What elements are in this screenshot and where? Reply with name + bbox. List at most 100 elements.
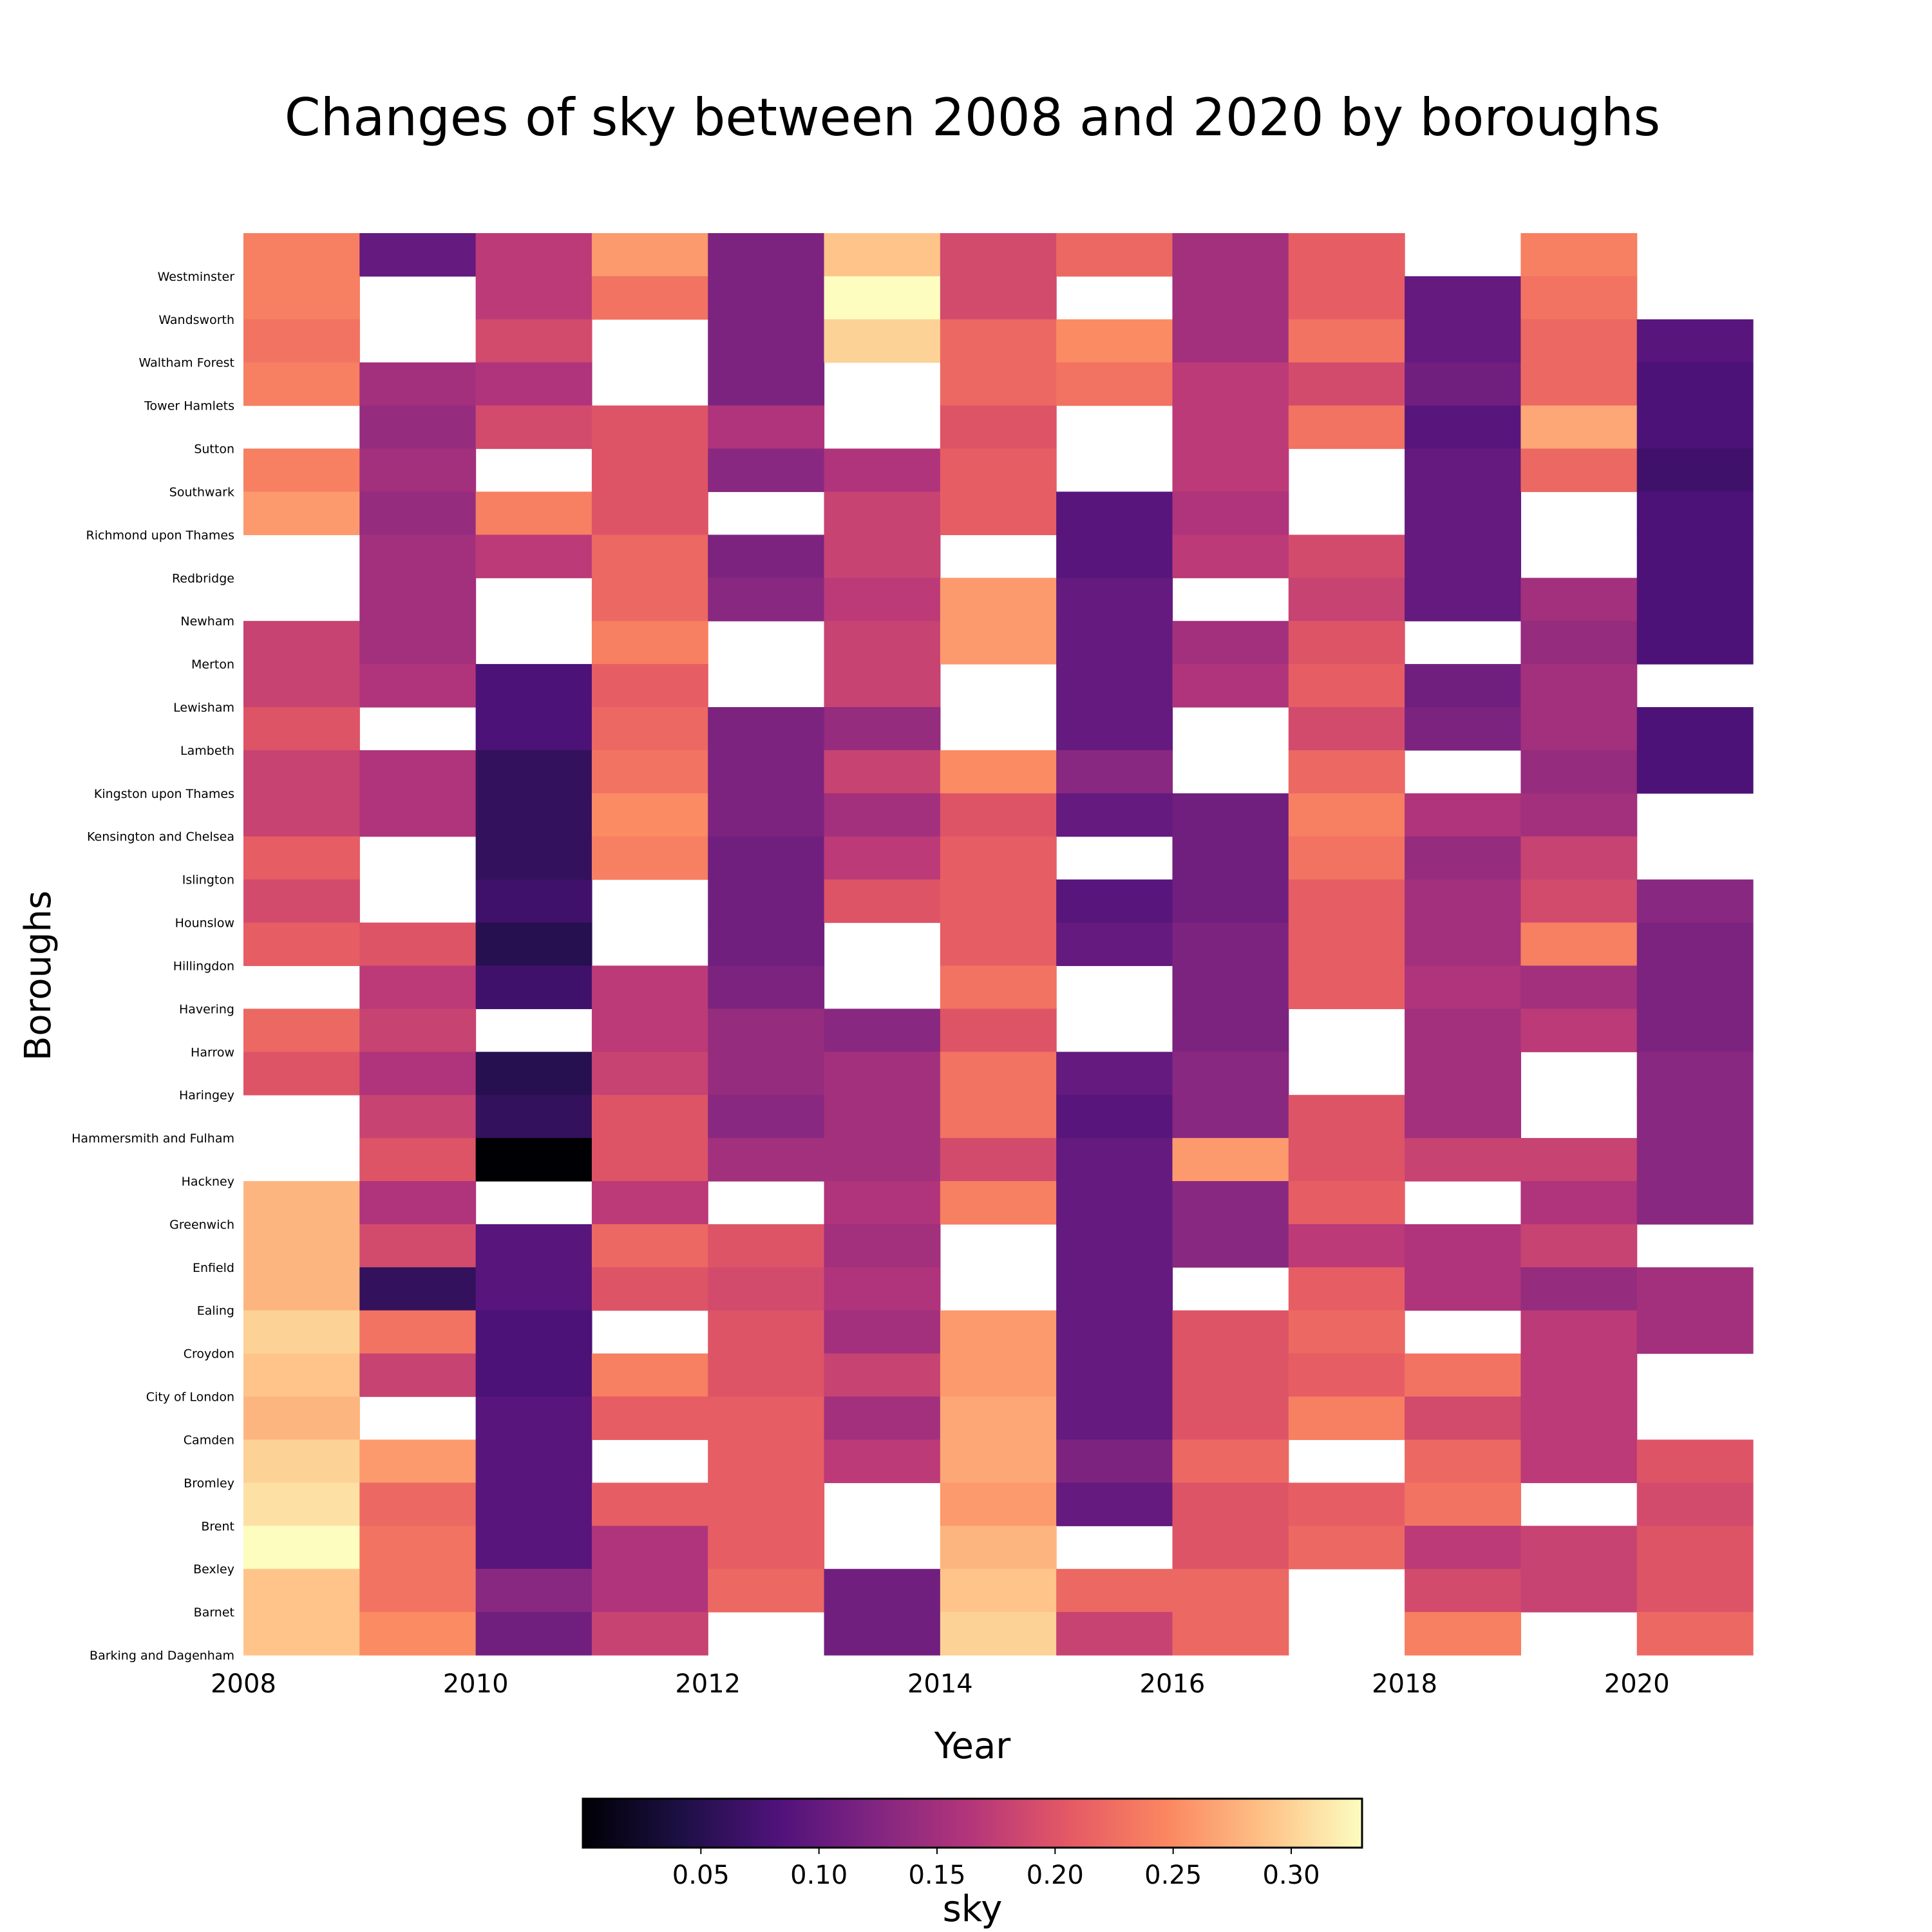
heatmap-cell bbox=[1636, 1612, 1754, 1656]
heatmap-cell bbox=[708, 1439, 825, 1483]
heatmap-cell bbox=[1056, 535, 1173, 578]
heatmap-cell bbox=[708, 922, 825, 967]
heatmap-cell bbox=[940, 362, 1057, 406]
heatmap-cell bbox=[1056, 879, 1173, 923]
heatmap-cell bbox=[940, 1396, 1057, 1441]
heatmap-cell bbox=[475, 965, 592, 1009]
heatmap-cell bbox=[1056, 922, 1173, 967]
heatmap-cell bbox=[824, 578, 941, 621]
heatmap-cell bbox=[940, 578, 1057, 621]
heatmap-cell bbox=[359, 1439, 477, 1483]
heatmap-cell bbox=[1405, 793, 1521, 837]
y-tick-label: Lambeth bbox=[180, 744, 234, 758]
heatmap-cell bbox=[824, 750, 941, 794]
heatmap-cell bbox=[1288, 750, 1405, 794]
heatmap-cell bbox=[591, 1181, 708, 1225]
y-tick-label: Hackney bbox=[182, 1175, 234, 1189]
heatmap-cell bbox=[359, 1353, 477, 1397]
heatmap-cell bbox=[243, 233, 360, 277]
colorbar-tick-label: 0.20 bbox=[1027, 1861, 1084, 1890]
heatmap-cell bbox=[243, 1052, 360, 1095]
y-tick-label: Richmond upon Thames bbox=[86, 528, 234, 542]
heatmap-cell bbox=[824, 1095, 941, 1139]
heatmap-cell bbox=[1636, 448, 1754, 493]
heatmap-cell bbox=[591, 535, 708, 578]
colorbar-tick-label: 0.05 bbox=[672, 1861, 730, 1890]
heatmap-cell bbox=[1520, 1138, 1638, 1182]
heatmap-cell bbox=[824, 879, 941, 923]
heatmap-cell bbox=[591, 1052, 708, 1095]
heatmap-cell bbox=[1056, 1439, 1173, 1483]
x-axis-label: Year bbox=[934, 1725, 1012, 1767]
heatmap-cell bbox=[1405, 879, 1521, 923]
heatmap-cell bbox=[1520, 1569, 1638, 1613]
heatmap-cell bbox=[591, 1482, 708, 1526]
heatmap-cell bbox=[1405, 276, 1521, 320]
heatmap-cell bbox=[1520, 319, 1638, 363]
heatmap-cell bbox=[1520, 1267, 1638, 1311]
heatmap-cell bbox=[1288, 664, 1405, 708]
heatmap-cell bbox=[708, 535, 825, 578]
heatmap-cell bbox=[359, 448, 477, 493]
x-tick-label: 2014 bbox=[907, 1669, 973, 1699]
heatmap-cell bbox=[475, 707, 592, 751]
heatmap-cell bbox=[940, 1569, 1057, 1613]
heatmap-cell bbox=[824, 319, 941, 363]
heatmap-cell bbox=[824, 233, 941, 277]
heatmap-cell bbox=[1172, 1095, 1289, 1139]
heatmap-cell bbox=[1056, 319, 1173, 363]
heatmap-cell bbox=[1636, 1009, 1754, 1052]
heatmap-cell bbox=[591, 1612, 708, 1656]
heatmap-cell bbox=[708, 1095, 825, 1139]
heatmap-cell bbox=[708, 233, 825, 277]
heatmap-cell bbox=[1405, 1009, 1521, 1052]
heatmap-cell bbox=[940, 1612, 1057, 1656]
heatmap-cell bbox=[1172, 448, 1289, 493]
heatmap-cell bbox=[475, 1526, 592, 1569]
x-tick-label: 2012 bbox=[675, 1669, 741, 1699]
heatmap-cell bbox=[591, 1009, 708, 1052]
heatmap-cell bbox=[359, 1181, 477, 1225]
heatmap-cell bbox=[475, 1224, 592, 1268]
heatmap-cell bbox=[243, 750, 360, 794]
y-tick-label: Kingston upon Thames bbox=[94, 787, 234, 801]
heatmap-cell bbox=[1172, 233, 1289, 277]
heatmap-cell bbox=[1520, 1353, 1638, 1397]
heatmap-cell bbox=[1056, 1353, 1173, 1397]
heatmap-cell bbox=[243, 879, 360, 923]
heatmap-cell bbox=[940, 1009, 1057, 1052]
heatmap-cell bbox=[475, 1482, 592, 1526]
heatmap-cell bbox=[359, 405, 477, 450]
heatmap-cell bbox=[475, 535, 592, 578]
heatmap-cell bbox=[475, 1267, 592, 1311]
heatmap-cell bbox=[243, 1612, 360, 1656]
heatmap-cell bbox=[591, 276, 708, 320]
heatmap-cell bbox=[1172, 1482, 1289, 1526]
heatmap-cell bbox=[940, 922, 1057, 967]
heatmap-cell bbox=[824, 1439, 941, 1483]
heatmap-cell bbox=[1636, 1138, 1754, 1182]
heatmap-cell bbox=[708, 1353, 825, 1397]
heatmap-cell bbox=[243, 491, 360, 535]
heatmap-cell bbox=[243, 707, 360, 751]
heatmap-cell bbox=[708, 1482, 825, 1526]
heatmap-cell bbox=[1288, 1224, 1405, 1268]
heatmap-cell bbox=[475, 1569, 592, 1613]
heatmap-cell bbox=[1056, 362, 1173, 406]
heatmap-cell bbox=[1288, 1095, 1405, 1139]
heatmap-cell bbox=[940, 1138, 1057, 1182]
x-tick-label: 2016 bbox=[1140, 1669, 1206, 1699]
heatmap-cell bbox=[1056, 1310, 1173, 1354]
heatmap-cell bbox=[475, 276, 592, 320]
heatmap-cell bbox=[1172, 1224, 1289, 1268]
y-tick-label: Croydon bbox=[184, 1347, 234, 1361]
heatmap-cell bbox=[1056, 1396, 1173, 1441]
heatmap-cell bbox=[1636, 621, 1754, 665]
heatmap-cell bbox=[1056, 1224, 1173, 1268]
colorbar bbox=[582, 1797, 1363, 1849]
heatmap-cell bbox=[1520, 1009, 1638, 1052]
heatmap-cell bbox=[1056, 750, 1173, 794]
heatmap-cell bbox=[1520, 276, 1638, 320]
heatmap-cell bbox=[359, 535, 477, 578]
heatmap-cell bbox=[708, 1526, 825, 1569]
